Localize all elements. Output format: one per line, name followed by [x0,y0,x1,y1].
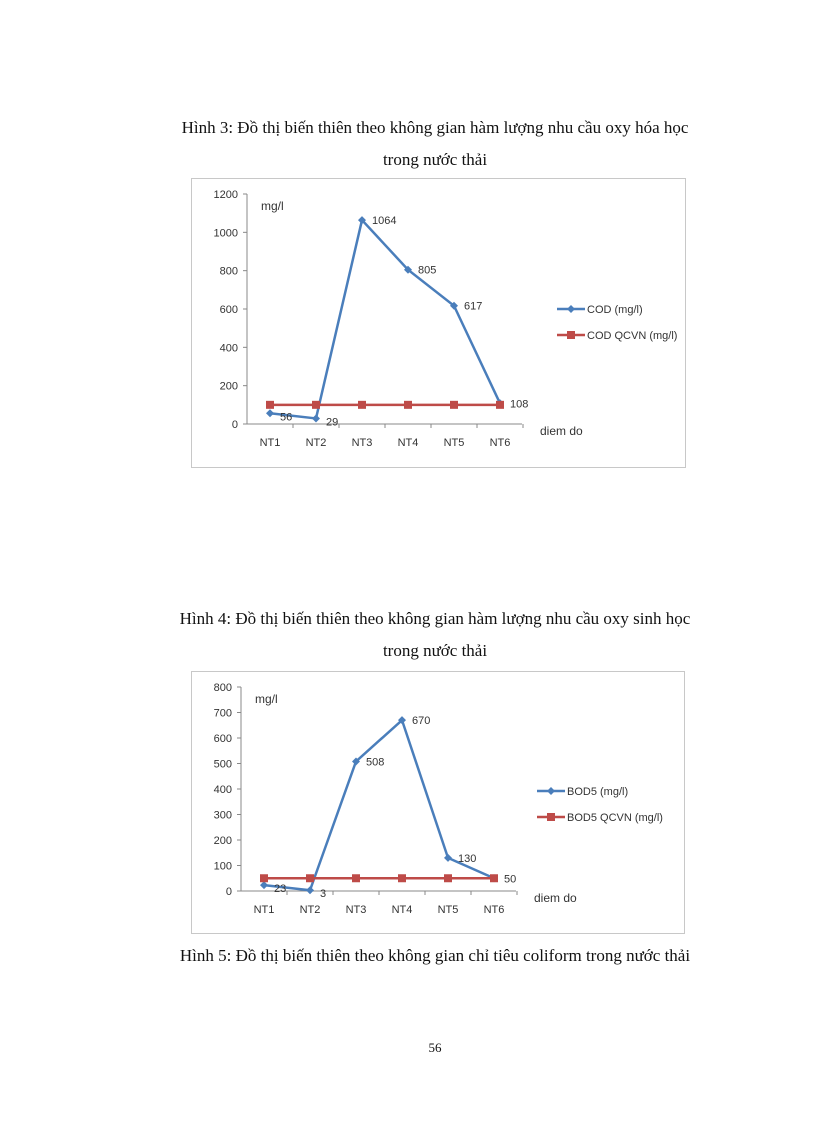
y-tick-label: 0 [226,886,232,898]
y-tick-label: 600 [214,733,232,745]
x-tick-label: NT2 [300,904,321,916]
data-point-square [312,400,320,409]
data-label: 130 [458,853,476,865]
x-tick-label: NT2 [306,437,327,449]
y-tick-label: 800 [220,266,238,278]
figure3-caption-line1: Hình 3: Đồ thị biến thiên theo không gia… [181,118,689,137]
data-label: 23 [274,883,286,895]
data-point-square [306,874,314,883]
x-tick-label: NT4 [392,904,413,916]
data-point-square [266,400,274,409]
data-point-diamond [312,414,320,423]
y-tick-label: 600 [220,304,238,316]
y-axis-label: mg/l [255,692,278,706]
y-tick-label: 1000 [214,227,238,239]
data-point-diamond [266,409,274,418]
data-point-diamond [352,757,360,766]
y-tick-label: 400 [214,784,232,796]
x-tick-label: NT5 [444,437,465,449]
data-label: 1064 [372,215,396,227]
data-point-square [404,400,412,409]
data-point-square [358,400,366,409]
cod-chart-svg: 0 200 400 600 800 1000 1200 NT1 NT2 NT3 NT4 NT5 NT6 m… [214,189,678,449]
legend-label: BOD5 (mg/l) [567,786,628,798]
x-tick-label: NT4 [398,437,419,449]
data-label: 56 [280,411,292,423]
y-tick-label: 500 [214,759,232,771]
figure5-caption: Hình 5: Đồ thị biến thiên theo không gia… [179,946,691,965]
data-point-diamond [306,886,314,895]
figure4-caption: Hình 4: Đồ thị biến thiên theo không gia… [100,603,770,667]
data-point-square [450,400,458,409]
x-tick-label: NT3 [346,904,367,916]
data-label: 508 [366,756,384,768]
x-tick-label: NT6 [490,437,511,449]
x-axis-label: diem do [540,424,583,438]
data-point-diamond [260,881,268,890]
data-point-diamond [450,301,458,310]
y-tick-label: 0 [232,419,238,431]
series-line-measured [263,717,495,892]
series-line-measured [269,217,502,420]
data-point-square [490,874,498,883]
data-point-diamond [398,716,406,725]
x-tick-label: NT1 [254,904,275,916]
data-point-square [260,874,268,883]
figure4-caption-line2: trong nước thải [382,641,488,660]
bod5-chart-svg: 0 100 200 300 400 500 600 700 800 NT1 NT2 NT3 NT4 NT5… [214,682,663,916]
data-point-square [398,874,406,883]
data-label: 29 [326,416,338,428]
legend-label: COD (mg/l) [587,304,643,316]
data-point-square [352,874,360,883]
x-tick-label: NT3 [352,437,373,449]
data-label: 670 [412,715,430,727]
data-label: 617 [464,301,482,313]
data-point-square [444,874,452,883]
legend-diamond-icon [547,787,555,795]
data-point-square [496,400,504,409]
data-point-diamond [404,265,412,274]
data-label: 50 [504,873,516,885]
x-tick-label: NT5 [438,904,459,916]
y-tick-label: 100 [214,861,232,873]
y-tick-label: 200 [214,835,232,847]
y-axis-label: mg/l [261,199,284,213]
y-tick-label: 1200 [214,189,238,201]
bod5-chart: 0 100 200 300 400 500 600 700 800 NT1 NT2 NT3 NT4 NT5… [191,671,685,934]
x-tick-label: NT6 [484,904,505,916]
figure3-caption-line2: trong nước thải [382,150,488,169]
legend-label: BOD5 QCVN (mg/l) [567,812,663,824]
y-tick-label: 400 [220,342,238,354]
figure3-caption: Hình 3: Đồ thị biến thiên theo không gia… [100,112,770,176]
data-label: 805 [418,265,436,277]
page-number: 56 [428,1040,442,1055]
legend-square-icon [567,331,575,339]
cod-chart: 0 200 400 600 800 1000 1200 NT1 NT2 NT3 NT4 NT5 NT6 m… [191,178,686,468]
data-label: 3 [320,888,326,900]
data-label: 108 [510,398,528,410]
x-axis-label: diem do [534,891,577,905]
legend-square-icon [547,813,555,821]
legend-diamond-icon [567,305,575,313]
y-tick-label: 700 [214,708,232,720]
y-tick-label: 200 [220,381,238,393]
data-point-diamond [444,853,452,862]
y-tick-label: 800 [214,682,232,694]
y-tick-label: 300 [214,810,232,822]
data-point-diamond [358,216,366,225]
legend-label: COD QCVN (mg/l) [587,330,677,342]
figure4-caption-line1: Hình 4: Đồ thị biến thiên theo không gia… [179,609,691,628]
x-tick-label: NT1 [260,437,281,449]
